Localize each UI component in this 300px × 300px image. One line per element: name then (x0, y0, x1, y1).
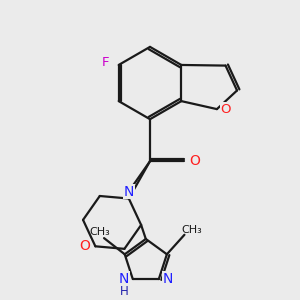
Text: O: O (220, 103, 231, 116)
Text: O: O (189, 154, 200, 168)
Text: H: H (120, 285, 128, 298)
Text: N: N (119, 272, 129, 286)
Text: CH₃: CH₃ (89, 227, 110, 237)
Text: N: N (124, 184, 134, 199)
Text: O: O (80, 239, 90, 253)
Text: CH₃: CH₃ (181, 225, 202, 235)
Text: F: F (102, 56, 110, 68)
Text: N: N (162, 272, 173, 286)
